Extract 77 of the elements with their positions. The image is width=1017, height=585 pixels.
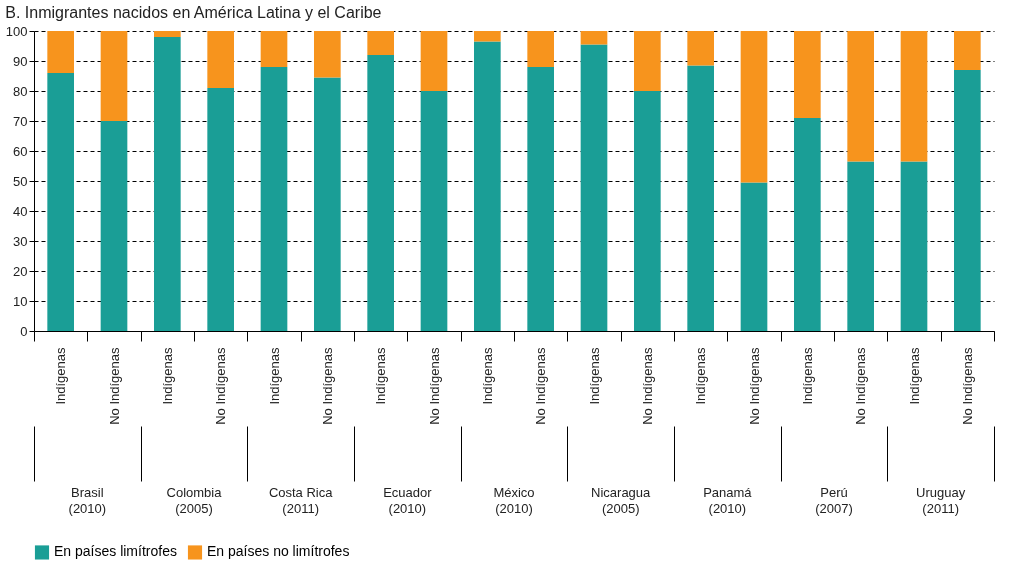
bar [954,31,981,70]
bar [580,44,608,331]
bar [367,55,394,331]
bar [100,121,128,331]
x-tick-label: Indígenas [266,347,282,405]
bar [154,31,181,37]
y-tick-label: 40 [13,203,28,219]
bar [100,31,128,121]
y-tick-label: 90 [13,53,28,69]
y-tick-label: 0 [20,323,28,339]
legend-label: En países limítrofes [54,543,177,560]
bar [687,65,714,331]
bar [260,67,288,331]
y-tick-label: 50 [13,173,28,189]
x-tick-label: No Indígenas [639,347,655,425]
text: Nicaragua (2005) [591,485,652,516]
x-tick-label: Indígenas [799,347,815,405]
bar [367,31,394,55]
y-tick-label: 60 [13,143,28,159]
bar [634,31,661,91]
x-tick-label: Indígenas [373,347,389,405]
bar [740,31,768,183]
text: Costa Rica (2011) [268,485,334,516]
text: Panamá (2010) [703,485,753,516]
bar [794,118,821,331]
bar [954,70,981,331]
bar [314,31,341,78]
bar [634,91,661,331]
bar [580,31,608,45]
bar [474,41,501,331]
x-tick-label: Indígenas [159,347,175,405]
y-tick-label: 100 [5,23,28,39]
bar [527,31,554,67]
bar [207,88,234,331]
chart-title: B. Inmigrantes nacidos en América Latina y el Caribe [5,4,382,21]
bar [207,31,234,88]
legend-label: En países no limítrofes [207,543,350,560]
bar [474,31,501,42]
bar [847,31,874,162]
x-tick-label: No Indígenas [106,347,122,425]
bar [527,67,554,331]
x-tick-label: No Indígenas [853,347,869,425]
y-tick-label: 70 [13,113,28,129]
x-tick-label: No Indígenas [319,347,335,425]
bar [47,73,74,331]
bar [687,31,714,66]
x-tick-label: Indígenas [586,347,602,405]
x-tick-label: No Indígenas [213,347,229,425]
x-tick-label: Indígenas [479,347,495,405]
x-tick-label: Indígenas [906,347,922,405]
text: Ecuador (2010) [383,485,433,516]
bar [847,161,874,331]
bar [420,91,448,331]
text: Brasil (2010) [68,485,107,516]
bar [794,31,821,118]
x-tick-label: Indígenas [53,347,69,405]
bar [900,31,928,162]
x-tick-label: No Indígenas [426,347,442,425]
bar [740,182,768,331]
text: México (2010) [493,485,535,516]
x-tick-label: No Indígenas [746,347,762,425]
bar [260,31,288,67]
x-tick-label: No Indígenas [959,347,975,425]
bar [900,161,928,331]
x-tick-label: Indígenas [693,347,709,405]
bar [420,31,448,91]
text: Colombia (2005) [166,485,223,516]
y-tick-label: 10 [13,293,28,309]
text: Perú (2007) [815,485,853,516]
bar [154,37,181,331]
y-tick-label: 80 [13,83,28,99]
bar [47,31,74,73]
text: Uruguay (2011) [916,485,966,516]
bar [314,77,341,331]
y-tick-label: 20 [13,263,28,279]
y-tick-label: 30 [13,233,28,249]
x-tick-label: No Indígenas [533,347,549,425]
